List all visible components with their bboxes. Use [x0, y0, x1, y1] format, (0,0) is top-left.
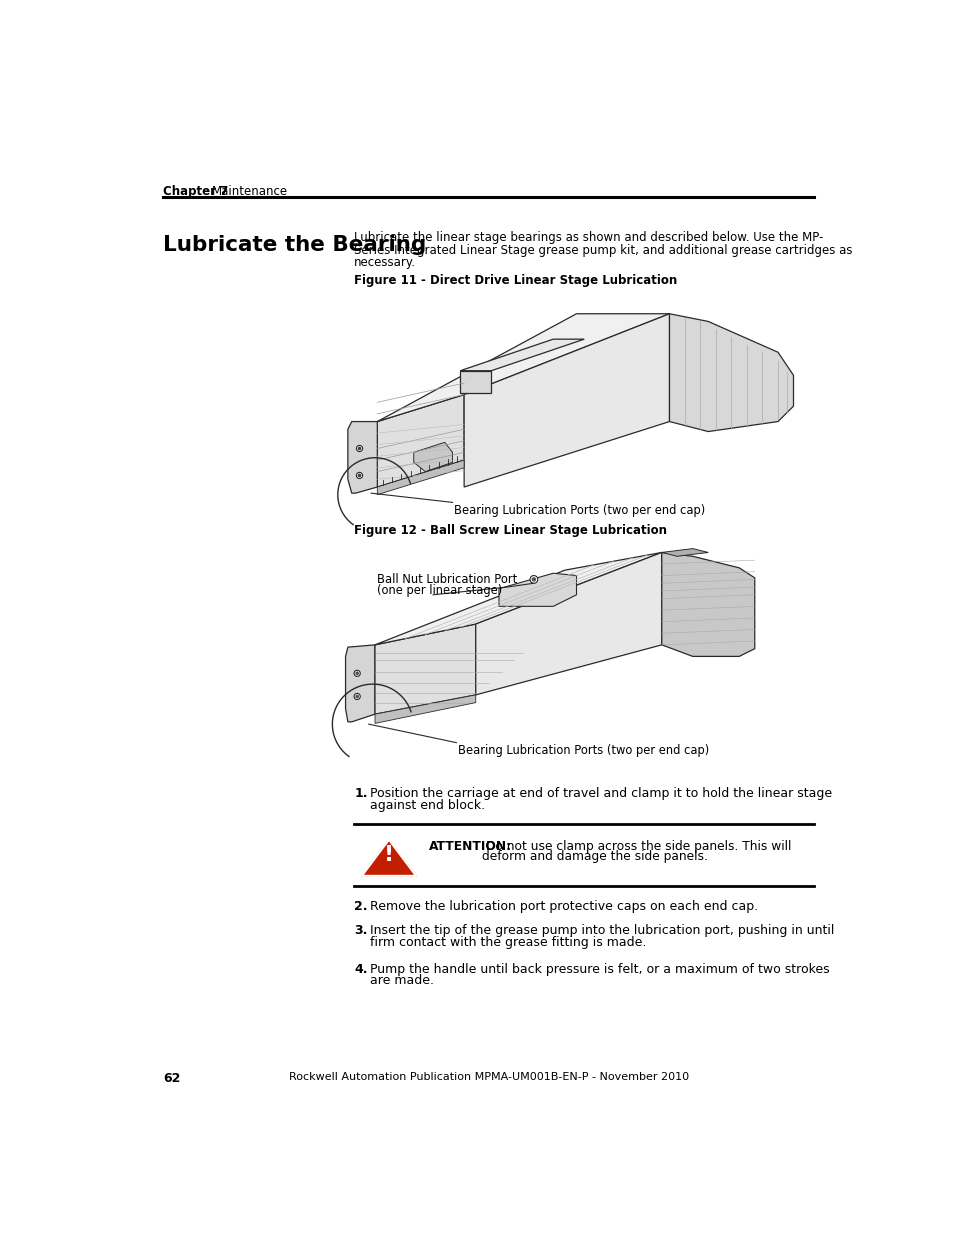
Polygon shape [377, 395, 464, 487]
Text: 2.: 2. [354, 900, 367, 913]
Text: Lubricate the linear stage bearings as shown and described below. Use the MP-: Lubricate the linear stage bearings as s… [354, 231, 822, 245]
Polygon shape [361, 840, 416, 876]
Circle shape [532, 578, 535, 580]
Circle shape [354, 693, 360, 699]
Text: Do not use clamp across the side panels. This will: Do not use clamp across the side panels.… [481, 840, 790, 852]
Text: Series Integrated Linear Stage grease pump kit, and additional grease cartridges: Series Integrated Linear Stage grease pu… [354, 243, 852, 257]
Polygon shape [464, 314, 669, 487]
Text: Lubricate the Bearing: Lubricate the Bearing [163, 235, 426, 256]
Text: deform and damage the side panels.: deform and damage the side panels. [481, 851, 707, 863]
Polygon shape [377, 314, 669, 421]
Circle shape [355, 672, 358, 674]
Text: are made.: are made. [369, 974, 433, 988]
Polygon shape [414, 442, 452, 472]
Text: necessary.: necessary. [354, 256, 416, 269]
Circle shape [356, 446, 362, 452]
Text: 3.: 3. [354, 924, 367, 937]
Polygon shape [375, 695, 476, 724]
Text: ATTENTION:: ATTENTION: [429, 840, 512, 852]
Polygon shape [661, 548, 707, 556]
Text: Bearing Lubrication Ports (two per end cap): Bearing Lubrication Ports (two per end c… [457, 745, 708, 757]
Text: 4.: 4. [354, 963, 367, 976]
Text: Figure 12 - Ball Screw Linear Stage Lubrication: Figure 12 - Ball Screw Linear Stage Lubr… [354, 524, 666, 537]
Circle shape [354, 671, 360, 677]
Circle shape [358, 474, 360, 477]
Polygon shape [345, 645, 375, 721]
Polygon shape [476, 552, 661, 695]
Polygon shape [375, 552, 661, 645]
Text: Pump the handle until back pressure is felt, or a maximum of two strokes: Pump the handle until back pressure is f… [369, 963, 828, 976]
Circle shape [358, 447, 360, 450]
Text: (one per linear stage): (one per linear stage) [377, 584, 502, 597]
Polygon shape [459, 370, 491, 393]
Text: 62: 62 [163, 1072, 181, 1086]
Text: Figure 11 - Direct Drive Linear Stage Lubrication: Figure 11 - Direct Drive Linear Stage Lu… [354, 274, 677, 288]
Polygon shape [498, 573, 576, 606]
Text: !: ! [383, 845, 394, 864]
Polygon shape [348, 421, 377, 493]
Text: Chapter 7: Chapter 7 [163, 185, 229, 198]
Text: Remove the lubrication port protective caps on each end cap.: Remove the lubrication port protective c… [369, 900, 757, 913]
Text: Rockwell Automation Publication MPMA-UM001B-EN-P - November 2010: Rockwell Automation Publication MPMA-UM0… [289, 1072, 688, 1082]
Polygon shape [661, 552, 754, 656]
Text: Position the carriage at end of travel and clamp it to hold the linear stage: Position the carriage at end of travel a… [369, 787, 831, 800]
Circle shape [356, 472, 362, 478]
Polygon shape [459, 340, 583, 370]
Polygon shape [375, 624, 476, 714]
Text: Bearing Lubrication Ports (two per end cap): Bearing Lubrication Ports (two per end c… [454, 504, 704, 517]
Text: Insert the tip of the grease pump into the lubrication port, pushing in until: Insert the tip of the grease pump into t… [369, 924, 833, 937]
Circle shape [530, 576, 537, 583]
Text: Maintenance: Maintenance [212, 185, 288, 198]
Text: 1.: 1. [354, 787, 367, 800]
Text: firm contact with the grease fitting is made.: firm contact with the grease fitting is … [369, 936, 645, 948]
Polygon shape [377, 461, 464, 495]
Polygon shape [669, 314, 793, 431]
Text: against end block.: against end block. [369, 799, 484, 811]
Text: Ball Nut Lubrication Port: Ball Nut Lubrication Port [377, 573, 517, 587]
Circle shape [355, 695, 358, 698]
